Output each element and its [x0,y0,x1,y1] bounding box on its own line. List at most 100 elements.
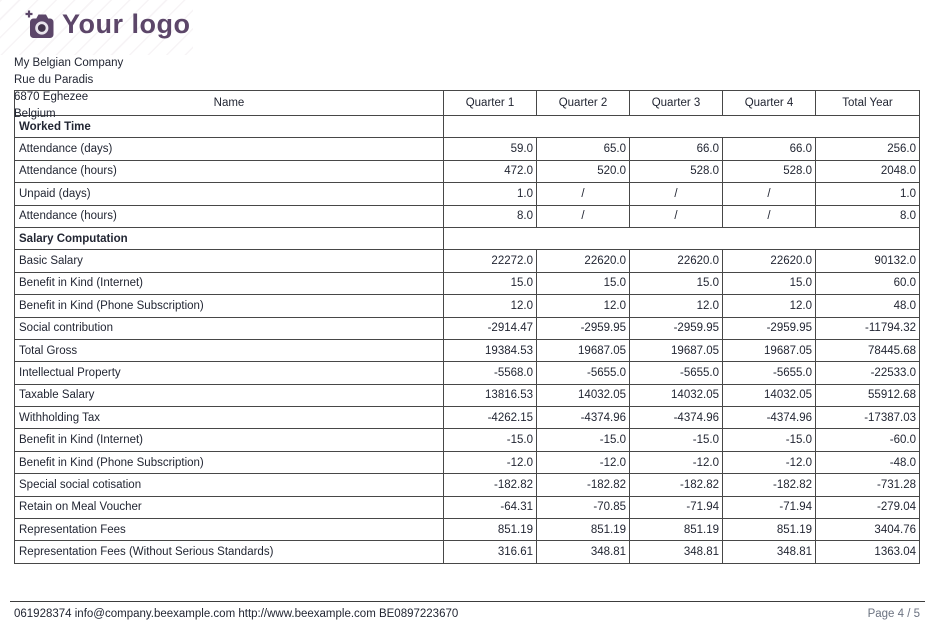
value-cell: 48.0 [815,294,920,318]
row-label-cell: Benefit in Kind (Internet) [14,428,444,452]
value-cell: -15.0 [536,428,630,452]
value-cell: -4374.96 [629,406,723,430]
value-cell: -12.0 [536,450,630,475]
table-row: Benefit in Kind (Internet) -15.0 -15.0 -15.… [14,428,920,452]
table-row: Representation Fees (Without Serious Sta… [14,540,920,564]
row-label-cell: Attendance (hours) [14,204,444,228]
row-label-cell: Basic Salary [14,249,444,273]
value-cell: 8.0 [815,204,920,228]
value-cell: -11794.32 [815,316,920,340]
logo-text: Your logo [62,9,191,39]
value-cell: -48.0 [815,450,920,475]
value-cell: -5655.0 [722,361,816,385]
table-row: Taxable Salary 13816.53 14032.05 14032.05 14… [14,383,920,408]
value-cell: 66.0 [722,137,816,161]
table-header: Name Quarter 1 Quarter 2 Quarter 3 Quarter 4… [14,90,920,116]
value-cell: 348.81 [629,540,723,564]
value-cell: -71.94 [722,495,816,520]
value-cell: 472.0 [443,159,537,184]
value-cell: -71.94 [629,495,723,520]
row-label-cell: Benefit in Kind (Phone Subscription) [14,294,444,318]
section-row: Salary Computation [14,226,920,251]
value-cell: 3404.76 [815,518,920,542]
value-cell: -17387.03 [815,406,920,430]
table-row: Attendance (days) 59.0 65.0 66.0 66.0 256.0 [14,137,920,161]
value-cell: -182.82 [536,473,630,497]
value-cell: -731.28 [815,473,920,497]
report-footer: 061928374 info@company.beexample.com htt… [14,608,920,620]
value-cell: -182.82 [722,473,816,497]
value-cell: -5655.0 [629,361,723,385]
value-cell: -22533.0 [815,361,920,385]
value-cell: 65.0 [536,137,630,161]
column-header-quarter-2: Quarter 2 [536,90,630,116]
value-cell: 19687.05 [629,338,723,363]
table-row: Special social cotisation -182.82 -182.82-… [14,473,920,497]
table-row: Intellectual Property -5568.0 -5655.0 -5655… [14,361,920,385]
table-row: Withholding Tax -4262.15 -4374.96 -4374.96-… [14,406,920,430]
value-cell: 851.19 [536,518,630,542]
value-cell: 348.81 [536,540,630,564]
table-row: Benefit in Kind (Phone Subscription) 12.0… [14,294,920,318]
section-spacer-cell [443,226,920,251]
value-cell: / [536,182,630,206]
table-body: Worked Time Attendance (days) 59.0 65.0 66.0… [14,114,920,564]
value-cell: 12.0 [443,294,537,318]
company-name: My Belgian Company [14,57,124,69]
value-cell: 520.0 [536,159,630,184]
row-label-cell: Total Gross [14,338,444,363]
value-cell: 1363.04 [815,540,920,564]
salary-report-table: Name Quarter 1 Quarter 2 Quarter 3 Quarter 4… [14,90,920,564]
value-cell: 19687.05 [536,338,630,363]
value-cell: -15.0 [722,428,816,452]
table-row: Benefit in Kind (Internet) 15.0 15.0 15.0 15… [14,271,920,296]
value-cell: 2048.0 [815,159,920,184]
footer-contact: 061928374 info@company.beexample.com htt… [14,608,459,620]
value-cell: / [629,204,723,228]
value-cell: 256.0 [815,137,920,161]
value-cell: 19384.53 [443,338,537,363]
value-cell: 14032.05 [536,383,630,408]
value-cell: 19687.05 [722,338,816,363]
value-cell: 851.19 [722,518,816,542]
value-cell: -4374.96 [722,406,816,430]
value-cell: -182.82 [629,473,723,497]
value-cell: 78445.68 [815,338,920,363]
header-row: Name Quarter 1 Quarter 2 Quarter 3 Quarter 4… [14,90,920,116]
camera-icon [24,9,58,43]
value-cell: 66.0 [629,137,723,161]
value-cell: -12.0 [443,450,537,475]
table-container: Name Quarter 1 Quarter 2 Quarter 3 Quarter 4… [14,90,920,564]
column-header-quarter-4: Quarter 4 [722,90,816,116]
value-cell: 13816.53 [443,383,537,408]
value-cell: -12.0 [722,450,816,475]
value-cell: 22272.0 [443,249,537,273]
row-label-cell: Representation Fees (Without Serious Sta… [14,540,444,564]
value-cell: -2959.95 [536,316,630,340]
row-label-cell: Withholding Tax [14,406,444,430]
value-cell: / [629,182,723,206]
section-row: Worked Time [14,114,920,139]
value-cell: 528.0 [629,159,723,184]
value-cell: / [536,204,630,228]
value-cell: 55912.68 [815,383,920,408]
table-row: Attendance (hours) 472.0 520.0 528.0 528.0 20… [14,159,920,184]
page-indicator: Page 4 / 5 [867,608,920,620]
value-cell: 12.0 [629,294,723,318]
value-cell: / [722,204,816,228]
value-cell: 14032.05 [722,383,816,408]
row-label-cell: Special social cotisation [14,473,444,497]
table-row: Attendance (hours) 8.0///8.0 [14,204,920,228]
column-header-quarter-3: Quarter 3 [629,90,723,116]
value-cell: -4262.15 [443,406,537,430]
value-cell: 528.0 [722,159,816,184]
row-label-cell: Salary Computation [14,226,444,251]
value-cell: 15.0 [722,271,816,296]
value-cell: 59.0 [443,137,537,161]
table-row: Total Gross 19384.53 19687.05 19687.05 19687… [14,338,920,363]
value-cell: -4374.96 [536,406,630,430]
value-cell: -5568.0 [443,361,537,385]
column-header-total-year: Total Year [815,90,920,116]
row-label-cell: Retain on Meal Voucher [14,495,444,520]
value-cell: -2959.95 [722,316,816,340]
